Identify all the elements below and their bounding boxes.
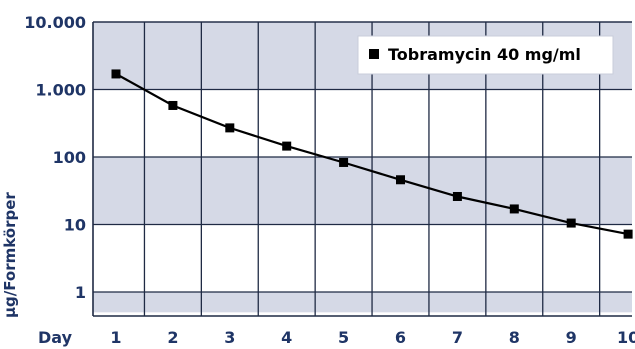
data-point-marker — [396, 175, 405, 185]
legend: Tobramycin 40 mg/ml — [357, 35, 614, 75]
shaded-band — [93, 292, 632, 313]
x-axis-tick-labels: Day 1 2 3 4 5 6 7 8 9 10 — [38, 328, 635, 347]
data-point-marker — [168, 100, 178, 110]
x-tick-label: 8 — [509, 328, 520, 347]
series-line — [115, 72, 629, 236]
x-tick-label: 5 — [338, 328, 349, 347]
x-tick-label: 7 — [452, 328, 463, 347]
y-tick-label: 1 — [75, 283, 86, 302]
x-tick-label: 3 — [224, 328, 235, 347]
data-point-marker — [282, 141, 292, 151]
y-axis-label: µg/Formkörper — [1, 192, 19, 318]
legend-marker-square — [369, 49, 379, 59]
x-tick-label: 10 — [617, 328, 635, 347]
x-tick-label: 2 — [167, 328, 178, 347]
data-point-marker — [623, 229, 633, 239]
data-point-marker — [452, 191, 462, 201]
y-tick-label: 1.000 — [35, 81, 86, 100]
data-point-marker — [339, 157, 349, 167]
data-point-marker — [509, 204, 519, 214]
y-axis-tick-labels: 1 10 100 1.000 10.000 — [24, 13, 86, 302]
y-tick-label: 10 — [64, 216, 86, 235]
y-tick-label: 100 — [53, 148, 86, 167]
data-point-marker — [225, 123, 235, 133]
data-point-marker — [111, 69, 121, 79]
x-tick-label: 9 — [566, 328, 577, 347]
x-tick-label: 4 — [281, 328, 292, 347]
data-point-marker — [566, 218, 576, 228]
x-axis-prefix-day: Day — [38, 328, 73, 347]
x-tick-label: 6 — [395, 328, 406, 347]
x-tick-label: 1 — [110, 328, 121, 347]
legend-label: Tobramycin 40 mg/ml — [388, 45, 581, 64]
legend-box — [357, 35, 614, 75]
y-tick-label: 10.000 — [24, 13, 86, 32]
series-group — [111, 69, 633, 239]
